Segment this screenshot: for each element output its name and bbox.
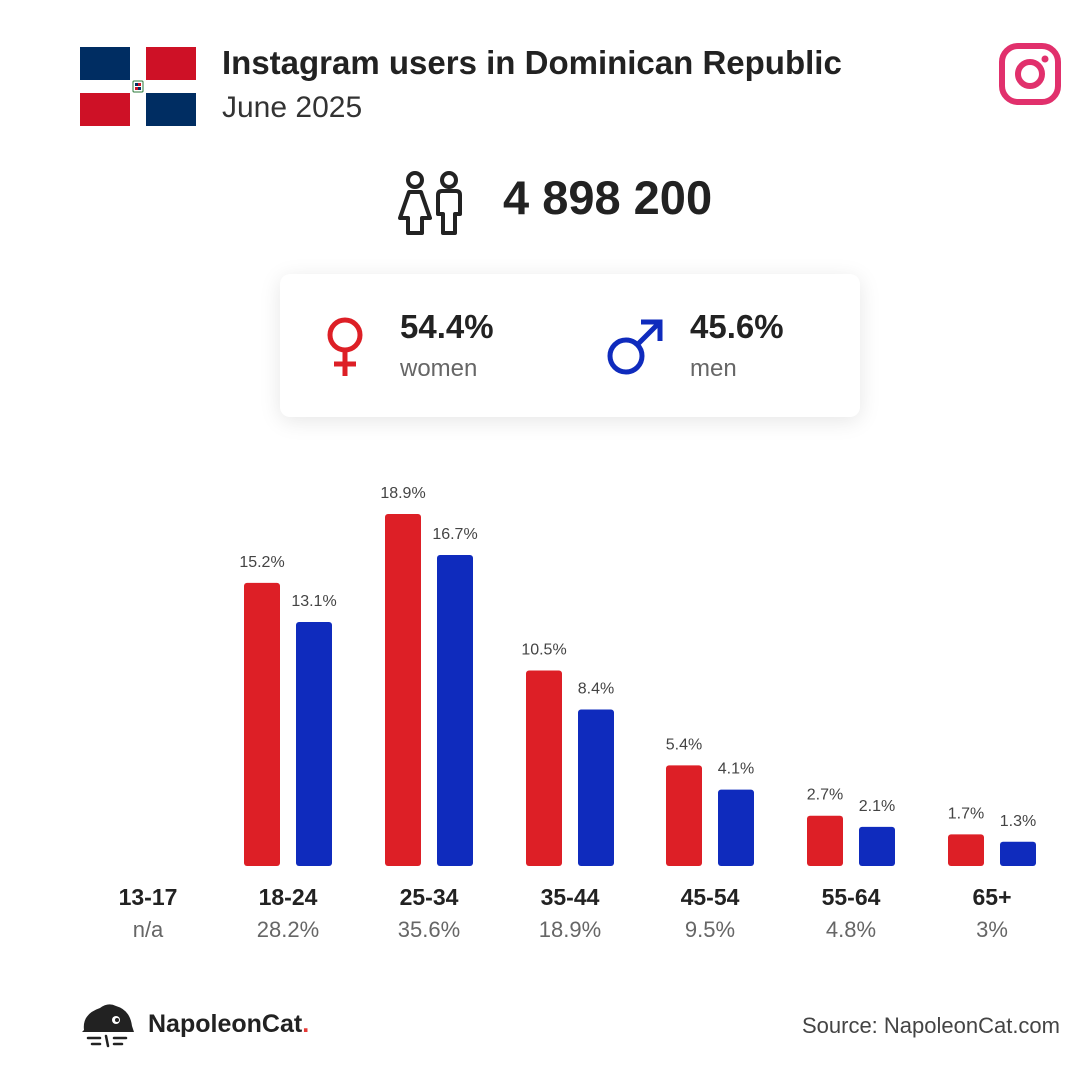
men-percentage: 45.6% [690,308,784,345]
people-icon [398,171,462,235]
brand-dot: . [302,1010,310,1038]
age-gender-bar-chart: 15.2% 13.1% 18.9% 16.7% 10.5% 8.4% 5.4% 4.1% 2.7… [239,485,1036,866]
napoleoncat-logo [82,1004,134,1048]
category-label-13-17: 13-17 [118,884,178,910]
data-label-women-25-34: 18.9% [380,485,425,502]
category-label-55-64: 55-64 [821,884,881,910]
category-label-65+: 65+ [972,884,1012,910]
bar-women-55-64 [807,815,843,866]
data-label-women-45-54: 5.4% [666,736,702,753]
page-subtitle: June 2025 [222,91,363,124]
bar-women-65+ [948,834,984,866]
data-label-men-55-64: 2.1% [859,798,895,815]
bar-men-65+ [1000,841,1036,866]
page-title: Instagram users in Dominican Republic [222,44,842,81]
data-label-women-55-64: 2.7% [807,787,843,804]
category-label-45-54: 45-54 [680,884,740,910]
category-total-18-24: 28.2% [256,917,320,942]
bar-men-18-24 [296,622,332,866]
bar-women-45-54 [666,765,702,866]
bar-women-18-24 [244,582,280,866]
data-label-women-35-44: 10.5% [521,641,566,658]
category-total-25-34: 35.6% [397,917,461,942]
data-label-men-35-44: 8.4% [578,681,614,698]
category-total-65+: 3% [976,917,1008,942]
data-label-men-25-34: 16.7% [432,526,477,543]
instagram-icon [999,43,1061,105]
source-credit: Source: NapoleonCat.com [801,1013,1060,1038]
men-label: men [690,355,737,382]
brand-name: NapoleonCat. [148,1010,309,1039]
bar-men-55-64 [859,826,895,866]
data-label-men-45-54: 4.1% [718,761,754,778]
category-label-18-24: 18-24 [258,884,318,910]
women-percentage: 54.4% [400,308,494,345]
category-label-35-44: 35-44 [540,884,600,910]
male-icon [607,319,663,375]
data-label-women-18-24: 15.2% [239,554,284,571]
female-icon [327,317,363,376]
category-total-55-64: 4.8% [825,917,877,942]
bar-men-45-54 [718,789,754,866]
bar-women-25-34 [385,514,421,866]
bar-men-35-44 [578,709,614,866]
category-total-13-17: n/a [132,917,164,942]
total-users: 4 898 200 [503,171,713,224]
gender-split-card: 54.4% women 45.6% men [280,274,860,417]
bar-men-25-34 [437,554,473,866]
brand-text: NapoleonCat [148,1010,303,1038]
category-total-35-44: 18.9% [538,917,602,942]
data-label-women-65+: 1.7% [948,805,984,822]
bar-women-35-44 [526,670,562,866]
category-total-45-54: 9.5% [684,917,736,942]
data-label-men-18-24: 13.1% [291,593,336,610]
category-label-25-34: 25-34 [399,884,459,910]
women-label: women [400,355,478,382]
data-label-men-65+: 1.3% [1000,813,1036,830]
dominican-republic-flag [80,47,196,126]
